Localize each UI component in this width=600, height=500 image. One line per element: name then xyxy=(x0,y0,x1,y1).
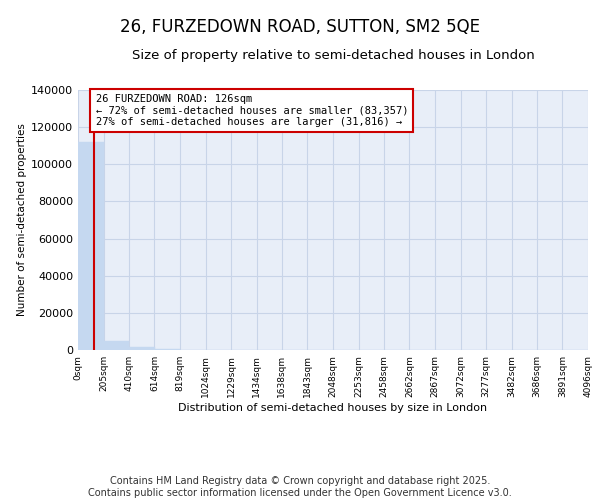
Bar xyxy=(129,347,155,350)
Text: 26, FURZEDOWN ROAD, SUTTON, SM2 5QE: 26, FURZEDOWN ROAD, SUTTON, SM2 5QE xyxy=(120,18,480,36)
X-axis label: Distribution of semi-detached houses by size in London: Distribution of semi-detached houses by … xyxy=(178,402,488,412)
Y-axis label: Number of semi-detached properties: Number of semi-detached properties xyxy=(17,124,27,316)
Bar xyxy=(104,340,129,350)
Text: 26 FURZEDOWN ROAD: 126sqm
← 72% of semi-detached houses are smaller (83,357)
27%: 26 FURZEDOWN ROAD: 126sqm ← 72% of semi-… xyxy=(95,94,408,127)
Bar xyxy=(154,349,180,350)
Bar xyxy=(78,142,104,350)
Text: Contains HM Land Registry data © Crown copyright and database right 2025.
Contai: Contains HM Land Registry data © Crown c… xyxy=(88,476,512,498)
Title: Size of property relative to semi-detached houses in London: Size of property relative to semi-detach… xyxy=(131,50,535,62)
